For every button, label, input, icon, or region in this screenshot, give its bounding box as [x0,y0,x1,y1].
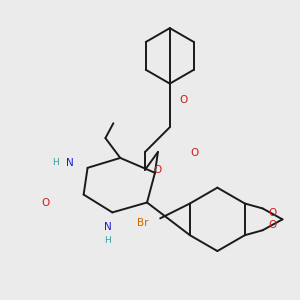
Text: N: N [103,222,111,232]
Text: H: H [52,158,59,167]
Text: O: O [180,95,188,106]
Text: O: O [42,199,50,208]
Text: N: N [66,158,74,168]
Text: O: O [268,220,277,230]
Text: Br: Br [136,218,148,228]
Text: O: O [154,165,162,175]
Text: O: O [190,148,199,158]
Text: H: H [104,236,111,245]
Text: O: O [268,208,277,218]
